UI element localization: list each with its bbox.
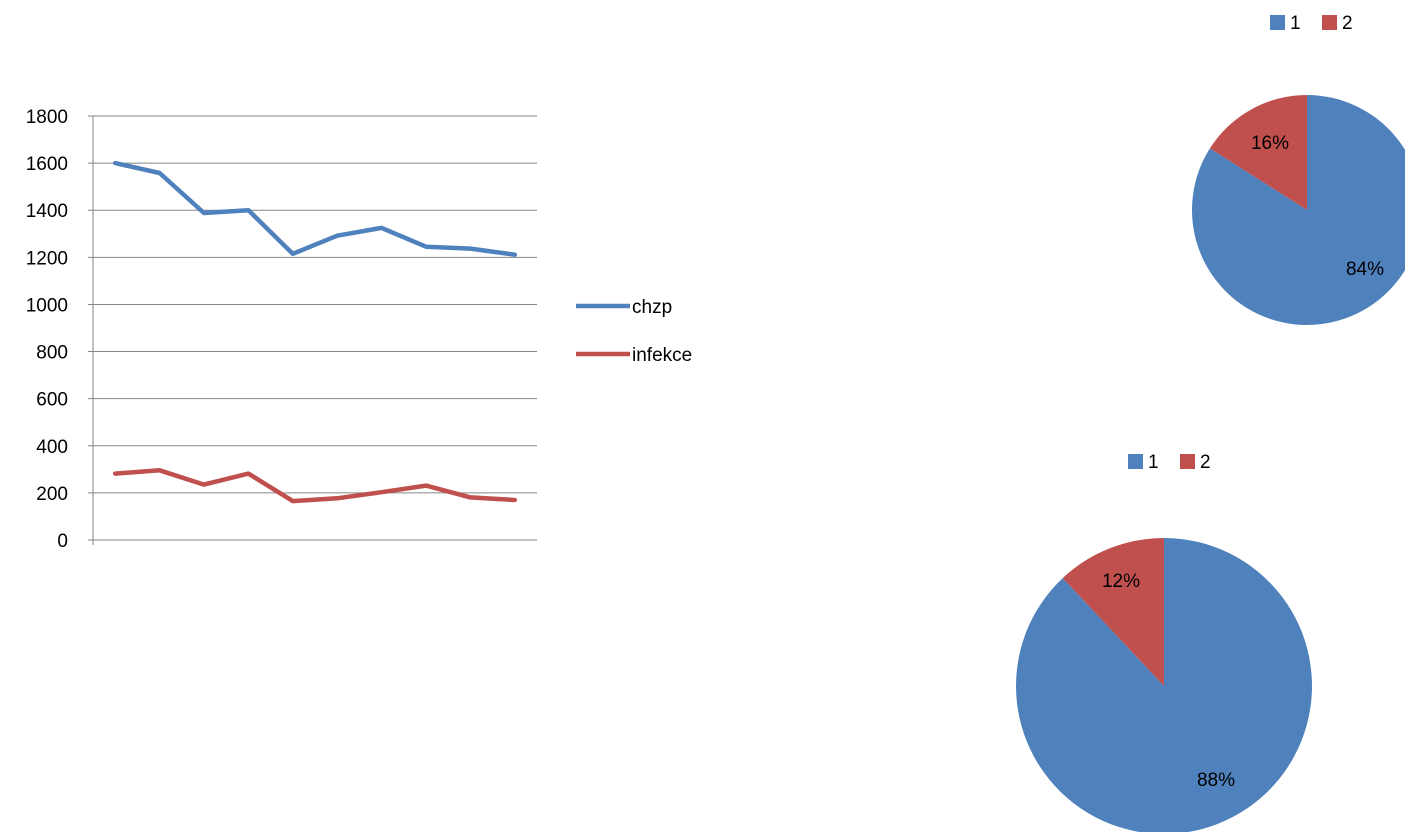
pie-chart-bottom: 88% 12% 1 2	[1016, 452, 1313, 832]
legend-label-infekce: infekce	[632, 345, 692, 366]
pie-slice-2	[1062, 538, 1164, 686]
y-tick-label: 400	[36, 437, 68, 458]
legend-swatch-2	[1322, 15, 1337, 30]
pie-slice-2	[1209, 94, 1307, 210]
legend-label-2: 2	[1342, 13, 1353, 34]
pie-chart-top: 84% 16% 1 2	[1192, 13, 1405, 325]
y-tick-label: 600	[36, 390, 68, 411]
line-chart: 0 200 400 600 800 1000 1200 1400 1600 1800 chzp inf…	[26, 107, 692, 552]
legend-label-1: 1	[1148, 452, 1159, 473]
legend-label-1: 1	[1290, 13, 1301, 34]
y-tick-label: 1200	[26, 248, 68, 269]
y-tick-label: 1800	[26, 107, 68, 128]
legend-label-chzp: chzp	[632, 297, 672, 318]
pie-data-label-1: 88%	[1197, 770, 1235, 791]
pie-data-label-2: 12%	[1102, 571, 1140, 592]
series-line-infekce	[112, 468, 518, 504]
y-tick-label: 1000	[26, 295, 68, 316]
pie-slice-1	[1192, 95, 1405, 325]
pie-data-label-1: 84%	[1346, 259, 1384, 280]
legend-swatch-2	[1180, 454, 1195, 469]
series-line-chzp	[112, 160, 518, 257]
pie-data-label-2: 16%	[1251, 133, 1289, 154]
y-tick-label: 800	[36, 343, 68, 364]
legend-swatch-1	[1270, 15, 1285, 30]
pie-slice-1	[1016, 538, 1313, 832]
legend-label-2: 2	[1200, 452, 1211, 473]
y-tick-label: 1400	[26, 201, 68, 222]
y-tick-label: 0	[57, 531, 68, 552]
legend-swatch-1	[1128, 454, 1143, 469]
y-tick-label: 200	[36, 484, 68, 505]
y-tick-label: 1600	[26, 154, 68, 175]
